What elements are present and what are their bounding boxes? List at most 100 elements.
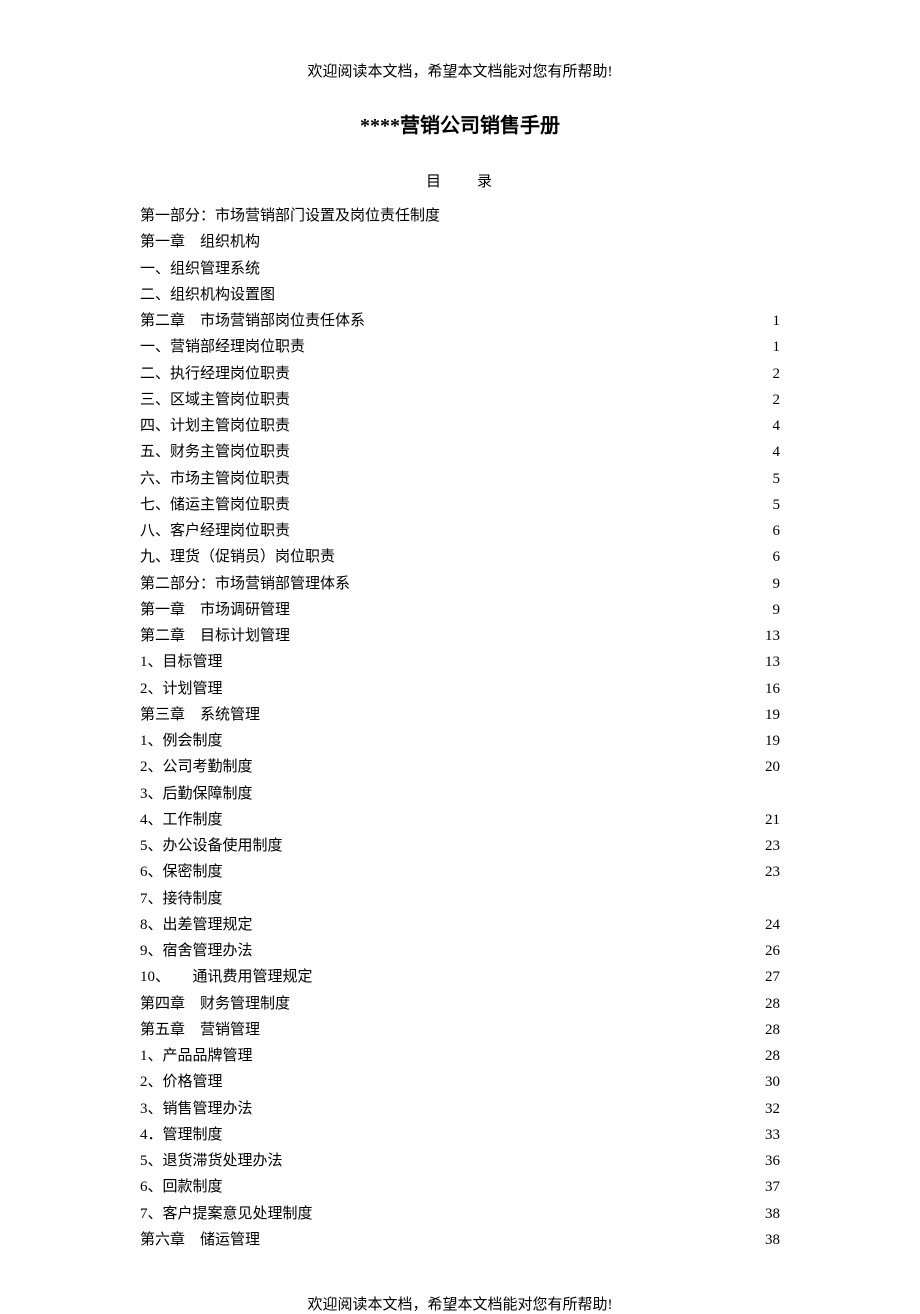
toc-row: 第五章 营销管理28 — [140, 1017, 780, 1043]
toc-label: 一、营销部经理岗位职责 — [140, 334, 305, 360]
toc-label: 4．管理制度 — [140, 1122, 223, 1148]
toc-row: 第二部分：市场营销部管理体系 9 — [140, 571, 780, 597]
toc-row: 7、客户提案意见处理制度 38 — [140, 1201, 780, 1227]
toc-page: 23 — [750, 833, 780, 859]
toc-page: 4 — [750, 413, 780, 439]
toc-row: 第一部分：市场营销部门设置及岗位责任制度 — [140, 203, 780, 229]
toc-header: 目 录 — [140, 170, 780, 191]
toc-label: 八、客户经理岗位职责 — [140, 518, 290, 544]
toc-label: 7、客户提案意见处理制度 — [140, 1201, 313, 1227]
toc-row: 五、财务主管岗位职责 4 — [140, 439, 780, 465]
toc-row: 八、客户经理岗位职责 6 — [140, 518, 780, 544]
toc-label: 二、执行经理岗位职责 — [140, 361, 290, 387]
toc-row: 8、出差管理规定24 — [140, 912, 780, 938]
toc-label: 1、产品品牌管理 — [140, 1043, 253, 1069]
toc-label: 9、宿舍管理办法 — [140, 938, 253, 964]
toc-page: 33 — [750, 1122, 780, 1148]
toc-label: 第一章 组织机构 — [140, 229, 260, 255]
toc-label: 第一章 市场调研管理 — [140, 597, 290, 623]
toc-label: 第一部分：市场营销部门设置及岗位责任制度 — [140, 203, 440, 229]
toc-label: 五、财务主管岗位职责 — [140, 439, 290, 465]
toc-row: 三、区域主管岗位职责2 — [140, 387, 780, 413]
toc-page: 36 — [750, 1148, 780, 1174]
toc-page: 38 — [750, 1227, 780, 1253]
toc-label: 10、 通讯费用管理规定 — [140, 964, 313, 990]
toc-row: 四、计划主管岗位职责 4 — [140, 413, 780, 439]
toc-label: 第二章 目标计划管理 — [140, 623, 290, 649]
toc-page: 37 — [750, 1174, 780, 1200]
toc-page: 6 — [750, 518, 780, 544]
toc-row: 3、后勤保障制度 — [140, 781, 780, 807]
toc-label: 第二章 市场营销部岗位责任体系 — [140, 308, 365, 334]
toc-row: 第六章 储运管理 38 — [140, 1227, 780, 1253]
toc-label: 一、组织管理系统 — [140, 256, 260, 282]
toc-row: 4、工作制度 21 — [140, 807, 780, 833]
toc-label: 2、价格管理 — [140, 1069, 223, 1095]
toc-page: 21 — [750, 807, 780, 833]
toc-page: 26 — [750, 938, 780, 964]
toc-row: 第二章 市场营销部岗位责任体系 1 — [140, 308, 780, 334]
toc-page: 9 — [750, 597, 780, 623]
toc-page: 28 — [750, 1043, 780, 1069]
toc-label: 第二部分：市场营销部管理体系 — [140, 571, 350, 597]
toc-page: 30 — [750, 1069, 780, 1095]
toc-label: 第六章 储运管理 — [140, 1227, 260, 1253]
toc-label: 6、回款制度 — [140, 1174, 223, 1200]
toc-page: 38 — [750, 1201, 780, 1227]
toc-row: 2、公司考勤制度20 — [140, 754, 780, 780]
toc-label: 3、销售管理办法 — [140, 1096, 253, 1122]
toc-page: 24 — [750, 912, 780, 938]
toc-page: 1 — [750, 308, 780, 334]
toc-label: 六、市场主管岗位职责 — [140, 466, 290, 492]
toc-page: 16 — [750, 676, 780, 702]
toc-page: 9 — [750, 571, 780, 597]
toc-page: 1 — [750, 334, 780, 360]
toc-row: 二、组织机构设置图 — [140, 282, 780, 308]
toc-label: 1、目标管理 — [140, 649, 223, 675]
toc-row: 1、例会制度19 — [140, 728, 780, 754]
toc-page: 2 — [750, 387, 780, 413]
toc-row: 九、理货（促销员）岗位职责6 — [140, 544, 780, 570]
toc-label: 四、计划主管岗位职责 — [140, 413, 290, 439]
toc-label: 第三章 系统管理 — [140, 702, 260, 728]
toc-row: 一、营销部经理岗位职责 1 — [140, 334, 780, 360]
toc-row: 第一章 市场调研管理 9 — [140, 597, 780, 623]
toc-label: 九、理货（促销员）岗位职责 — [140, 544, 335, 570]
document-title: ****营销公司销售手册 — [140, 109, 780, 138]
toc-label: 七、储运主管岗位职责 — [140, 492, 290, 518]
toc-label: 2、计划管理 — [140, 676, 223, 702]
toc-page: 27 — [750, 964, 780, 990]
toc-row: 6、回款制度 37 — [140, 1174, 780, 1200]
toc-label: 3、后勤保障制度 — [140, 781, 253, 807]
toc-label: 5、退货滞货处理办法 — [140, 1148, 283, 1174]
toc-row: 第二章 目标计划管理 13 — [140, 623, 780, 649]
toc-label: 1、例会制度 — [140, 728, 223, 754]
toc-row: 二、执行经理岗位职责 2 — [140, 361, 780, 387]
toc-row: 10、 通讯费用管理规定 27 — [140, 964, 780, 990]
toc-row: 9、宿舍管理办法 26 — [140, 938, 780, 964]
toc-row: 5、退货滞货处理办法 36 — [140, 1148, 780, 1174]
toc-page: 13 — [750, 649, 780, 675]
toc-row: 七、储运主管岗位职责 5 — [140, 492, 780, 518]
toc-row: 2、计划管理 16 — [140, 676, 780, 702]
toc-row: 2、价格管理 30 — [140, 1069, 780, 1095]
toc-row: 一、组织管理系统 — [140, 256, 780, 282]
toc-row: 6、保密制度23 — [140, 859, 780, 885]
toc-label: 第五章 营销管理 — [140, 1017, 260, 1043]
toc-page: 5 — [750, 492, 780, 518]
toc-page: 28 — [750, 991, 780, 1017]
toc-row: 第三章 系统管理19 — [140, 702, 780, 728]
header-note: 欢迎阅读本文档，希望本文档能对您有所帮助! — [140, 60, 780, 81]
toc-label: 4、工作制度 — [140, 807, 223, 833]
toc-row: 六、市场主管岗位职责5 — [140, 466, 780, 492]
toc-page: 4 — [750, 439, 780, 465]
toc-page: 32 — [750, 1096, 780, 1122]
toc-page: 2 — [750, 361, 780, 387]
toc-label: 第四章 财务管理制度 — [140, 991, 290, 1017]
toc-row: 4．管理制度 33 — [140, 1122, 780, 1148]
toc-label: 二、组织机构设置图 — [140, 282, 275, 308]
toc-page: 13 — [750, 623, 780, 649]
footer-note: 欢迎阅读本文档，希望本文档能对您有所帮助! — [140, 1293, 780, 1314]
toc-row: 7、接待制度 — [140, 886, 780, 912]
toc-row: 1、产品品牌管理 28 — [140, 1043, 780, 1069]
